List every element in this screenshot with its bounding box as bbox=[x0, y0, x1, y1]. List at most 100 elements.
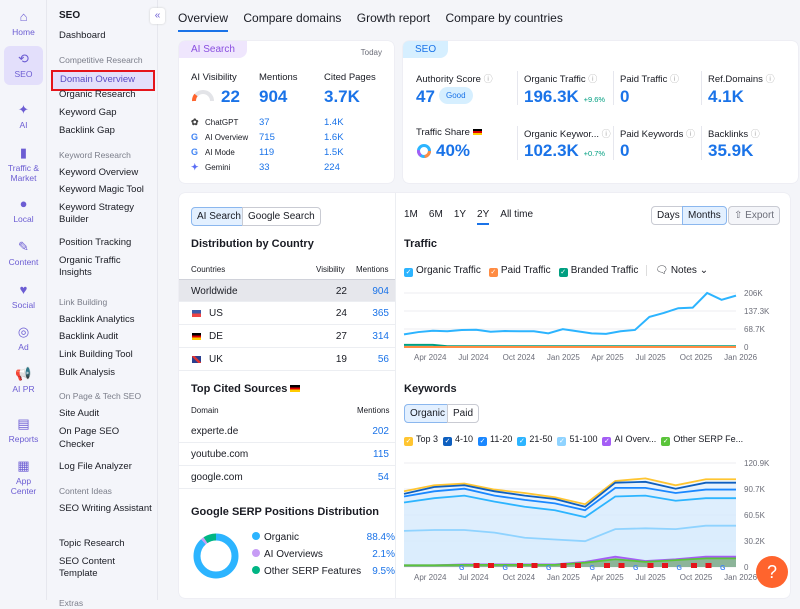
rail-item-content[interactable]: ✎Content bbox=[4, 240, 43, 267]
nav-item-log-file-analyzer[interactable]: Log File Analyzer bbox=[59, 461, 155, 474]
legend-top-3[interactable]: ✓Top 3 bbox=[404, 434, 438, 446]
rail-item-social[interactable]: ♥Social bbox=[4, 283, 43, 310]
ai-platform-cited[interactable]: 1.6K bbox=[324, 132, 344, 143]
tab-compare-by-countries[interactable]: Compare by countries bbox=[445, 11, 562, 30]
nav-item-domain-overview[interactable]: Domain Overview bbox=[51, 70, 155, 91]
legend-branded-traffic[interactable]: ✓Branded Traffic bbox=[559, 265, 639, 276]
organic-keywords-value[interactable]: 102.3K +0.7% bbox=[524, 141, 605, 161]
collapse-sidebar-button[interactable]: « bbox=[150, 8, 165, 24]
rail-item-seo[interactable]: ⟲SEO bbox=[4, 46, 43, 85]
tab-compare-domains[interactable]: Compare domains bbox=[243, 11, 341, 30]
legend-paid-traffic[interactable]: ✓Paid Traffic bbox=[489, 265, 551, 276]
mentions-value[interactable]: 904 bbox=[259, 87, 287, 107]
range-all-time[interactable]: All time bbox=[500, 209, 533, 223]
ai-platform-cited[interactable]: 224 bbox=[324, 162, 340, 173]
nav-item-dashboard[interactable]: Dashboard bbox=[59, 30, 155, 43]
nav-section-label: Competitive Research bbox=[59, 54, 155, 67]
nav-item-backlink-analytics[interactable]: Backlink Analytics bbox=[59, 314, 155, 327]
legend-organic-traffic[interactable]: ✓Organic Traffic bbox=[404, 265, 481, 276]
source-mentions[interactable]: 202 bbox=[372, 426, 389, 437]
nav-item-backlink-audit[interactable]: Backlink Audit bbox=[59, 331, 155, 344]
range-1y[interactable]: 1Y bbox=[454, 209, 466, 223]
tab-overview[interactable]: Overview bbox=[178, 11, 228, 32]
country-mentions[interactable]: 904 bbox=[372, 286, 389, 297]
nav-item-keyword-gap[interactable]: Keyword Gap bbox=[59, 107, 155, 120]
ai-platform-cited[interactable]: 1.4K bbox=[324, 117, 344, 128]
legend-4-10[interactable]: ✓4-10 bbox=[443, 434, 473, 446]
legend-11-20[interactable]: ✓11-20 bbox=[478, 434, 512, 446]
serp-legend-item: AI Overviews bbox=[252, 549, 323, 560]
tab-growth-report[interactable]: Growth report bbox=[357, 11, 430, 30]
ai-platform-cited[interactable]: 1.5K bbox=[324, 147, 344, 158]
paid-toggle[interactable]: Paid bbox=[447, 404, 479, 423]
nav-item-position-tracking[interactable]: Position Tracking bbox=[59, 237, 155, 250]
rail-item-home[interactable]: ⌂Home bbox=[4, 10, 43, 37]
cited-pages-value[interactable]: 3.7K bbox=[324, 87, 360, 107]
nav-item-keyword-overview[interactable]: Keyword Overview bbox=[59, 167, 155, 180]
country-mentions[interactable]: 365 bbox=[372, 308, 389, 319]
nav-item-on-page-seo-checker[interactable]: On Page SEO Checker bbox=[59, 426, 155, 451]
paid-keywords-value[interactable]: 0 bbox=[620, 141, 629, 161]
rail-item-ad[interactable]: ◎Ad bbox=[4, 325, 43, 352]
rail-item-ai-pr[interactable]: 📢AI PR bbox=[4, 367, 43, 394]
range-2y[interactable]: 2Y bbox=[477, 209, 489, 225]
ai-sparkle-icon: ✦ bbox=[4, 103, 43, 117]
export-button[interactable]: ⇧ Export bbox=[728, 206, 780, 225]
nav-item-seo-content-template[interactable]: SEO Content Template bbox=[59, 556, 155, 581]
range-6m[interactable]: 6M bbox=[429, 209, 443, 223]
rail-label: App Center bbox=[11, 476, 37, 496]
ai-platform-mentions[interactable]: 715 bbox=[259, 132, 275, 143]
serp-value: 9.5% bbox=[372, 566, 395, 577]
notes-dropdown[interactable]: 🗨 Notes ⌄ bbox=[646, 265, 708, 276]
country-mentions[interactable]: 314 bbox=[372, 331, 389, 342]
y-tick-label: 206K bbox=[744, 289, 763, 298]
rail-item-traffic-market[interactable]: ▮Traffic & Market bbox=[4, 146, 43, 183]
nav-item-keyword-strategy-builder[interactable]: Keyword Strategy Builder bbox=[59, 202, 155, 227]
rail-item-app-center[interactable]: ▦App Center bbox=[4, 459, 43, 496]
days-toggle[interactable]: Days bbox=[651, 206, 686, 225]
legend-ai-overv-[interactable]: ✓AI Overv... bbox=[602, 434, 656, 446]
rail-item-reports[interactable]: ▤Reports bbox=[4, 417, 43, 444]
ai-platform-mentions[interactable]: 33 bbox=[259, 162, 270, 173]
y-tick-label: 68.7K bbox=[744, 325, 766, 334]
ai-platform-mentions[interactable]: 119 bbox=[259, 147, 274, 158]
nav-item-link-building-tool[interactable]: Link Building Tool bbox=[59, 349, 155, 362]
source-mentions[interactable]: 115 bbox=[373, 449, 389, 460]
legend-21-50[interactable]: ✓21-50 bbox=[517, 434, 552, 446]
nav-item-topic-research[interactable]: Topic Research bbox=[59, 538, 155, 551]
paid-traffic-value[interactable]: 0 bbox=[620, 87, 629, 107]
nav-item-site-audit[interactable]: Site Audit bbox=[59, 408, 155, 421]
months-toggle[interactable]: Months bbox=[682, 206, 727, 225]
range-1m[interactable]: 1M bbox=[404, 209, 418, 223]
main-tabs: Overview Compare domains Growth report C… bbox=[178, 11, 575, 32]
nav-item-keyword-magic-tool[interactable]: Keyword Magic Tool bbox=[59, 184, 155, 197]
google-search-toggle[interactable]: Google Search bbox=[242, 207, 321, 226]
ai-search-toggle[interactable]: AI Search bbox=[191, 207, 247, 226]
ref-domains-value[interactable]: 4.1K bbox=[708, 87, 744, 107]
backlinks-value[interactable]: 35.9K bbox=[708, 141, 753, 161]
organic-traffic-value[interactable]: 196.3K +9.6% bbox=[524, 87, 605, 107]
legend-other-serp-fe-[interactable]: ✓Other SERP Fe... bbox=[661, 434, 743, 446]
nav-item-backlink-gap[interactable]: Backlink Gap bbox=[59, 125, 155, 138]
info-icon: ⓘ bbox=[766, 74, 775, 84]
authority-score-value[interactable]: 47 bbox=[416, 87, 435, 107]
ai-platform-mentions[interactable]: 37 bbox=[259, 117, 270, 128]
nav-item-seo-writing-assistant[interactable]: SEO Writing Assistant bbox=[59, 503, 155, 516]
nav-item-organic-research[interactable]: Organic Research bbox=[59, 89, 155, 102]
help-button[interactable]: ? bbox=[756, 556, 788, 588]
nav-item-bulk-analysis[interactable]: Bulk Analysis bbox=[59, 367, 155, 380]
country-mentions[interactable]: 56 bbox=[378, 354, 389, 365]
source-mentions[interactable]: 54 bbox=[378, 472, 389, 483]
organic-toggle[interactable]: Organic bbox=[404, 404, 451, 423]
legend-51-100[interactable]: ✓51-100 bbox=[557, 434, 597, 446]
nav-item-organic-traffic-insights[interactable]: Organic Traffic Insights bbox=[59, 255, 155, 280]
rail-item-local[interactable]: ●Local bbox=[4, 197, 43, 224]
rail-item-ai[interactable]: ✦AI bbox=[4, 103, 43, 130]
